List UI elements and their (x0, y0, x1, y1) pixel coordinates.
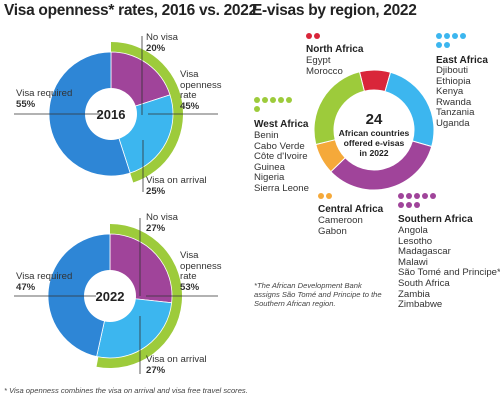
center-hole (85, 88, 137, 140)
country-dot (452, 33, 458, 39)
country-name: Benin (254, 130, 279, 141)
country-dot (422, 193, 428, 199)
slice-visa-required (47, 233, 111, 358)
country-name: Côte d'Ivoire (254, 151, 308, 163)
country-name: Gabon (318, 225, 347, 237)
central-africa-dots (318, 193, 332, 199)
label-2016-visa-on-arrival: Visa on arrival 25% (146, 175, 207, 197)
pie-2022: 2022 (47, 224, 183, 368)
country-dot (444, 42, 450, 48)
country-name: Sierra Leone (254, 182, 309, 194)
country-name: Guinea (254, 161, 285, 173)
country-dot (262, 97, 268, 103)
country-dot (270, 97, 276, 103)
region-title: East Africa (436, 55, 488, 66)
north-africa-dots (306, 33, 320, 39)
country-list: Angola Lesotho Madagascar Malawi São Tomé an… (398, 225, 500, 311)
country-list: Cameroon Gabon (318, 215, 363, 237)
country-dot (286, 97, 292, 103)
center-text-line: in 2022 (359, 148, 388, 158)
country-name: Morocco (306, 65, 343, 77)
label-2022-visa-required: Visa required 47% (16, 271, 73, 293)
label-2022-no-visa: No visa 27% (146, 212, 178, 234)
country-dot (430, 193, 436, 199)
openness-arc (111, 42, 184, 183)
country-dot (414, 202, 420, 208)
country-dot (254, 97, 260, 103)
center-text-line: offered e-visas (344, 138, 405, 148)
country-name: Djibouti (436, 65, 468, 76)
country-name: Tanzania (436, 107, 475, 119)
country-name: Zambia (398, 288, 430, 300)
center-year-label: 2016 (97, 107, 126, 122)
country-list: Djibouti Ethiopia Kenya Rwanda Tanzania Ugand… (436, 65, 475, 130)
country-dot (444, 33, 450, 39)
country-dot (306, 33, 312, 39)
country-name: Madagascar (398, 246, 451, 258)
country-list: Benin Cabo Verde Côte d'Ivoire Guinea Nigeri… (254, 130, 309, 195)
country-name: South Africa (398, 277, 450, 289)
center-text-line: African countries (339, 128, 410, 138)
label-2022-visa-on-arrival: Visa on arrival 27% (146, 354, 207, 376)
country-list: Egypt Morocco (306, 55, 343, 77)
sao-tome-note: *The African Development Bank assigns Sã… (254, 281, 382, 308)
country-name: Zimbabwe (398, 299, 443, 311)
country-dot (414, 193, 420, 199)
country-name: Kenya (436, 86, 464, 98)
center-value: 24 (366, 111, 383, 128)
west-africa-dots (254, 97, 294, 112)
region-title: Central Africa (318, 204, 384, 215)
southern-africa-dots (398, 193, 438, 208)
country-dot (406, 193, 412, 199)
country-dot (398, 193, 404, 199)
country-dot (436, 33, 442, 39)
country-dot (326, 193, 332, 199)
country-name: São Tomé and Principe* (398, 267, 500, 279)
right-chart-title: E-visas by region, 2022 (252, 2, 417, 19)
region-title: West Africa (254, 119, 309, 130)
footnote: * Visa openness combines the visa on arr… (4, 386, 248, 395)
east-africa-dots (436, 33, 468, 48)
country-name: Angola (398, 225, 428, 236)
country-dot (460, 33, 466, 39)
country-name: Cameroon (318, 215, 363, 226)
country-name: Malawi (398, 256, 428, 268)
region-title: Southern Africa (398, 214, 473, 225)
label-2016-no-visa: No visa 20% (146, 32, 178, 54)
country-name: Egypt (306, 55, 331, 66)
country-dot (254, 106, 260, 112)
country-dot (398, 202, 404, 208)
country-dot (436, 42, 442, 48)
country-name: Nigeria (254, 172, 285, 184)
slice-west-africa (313, 71, 365, 146)
country-dot (406, 202, 412, 208)
left-chart-title: Visa openness* rates, 2016 vs. 2022 (4, 2, 257, 19)
label-2016-visa-required: Visa required 55% (16, 88, 73, 110)
center-hole (84, 270, 136, 322)
country-dot (314, 33, 320, 39)
country-name: Uganda (436, 117, 470, 129)
country-dot (278, 97, 284, 103)
label-2022-openness-rate: Visa openness rate 53% (180, 250, 222, 293)
country-name: Ethiopia (436, 75, 471, 87)
country-name: Cabo Verde (254, 140, 305, 152)
country-name: Rwanda (436, 96, 472, 108)
leader-lines (14, 36, 218, 374)
label-2016-openness-rate: Visa openness rate 45% (180, 69, 222, 112)
region-title: North Africa (306, 44, 364, 55)
country-name: Lesotho (398, 235, 433, 247)
country-dot (318, 193, 324, 199)
center-year-label: 2022 (96, 289, 125, 304)
pie-2016: 2016 (48, 42, 184, 183)
